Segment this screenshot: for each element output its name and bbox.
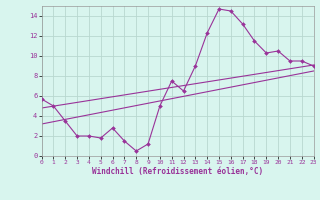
- X-axis label: Windchill (Refroidissement éolien,°C): Windchill (Refroidissement éolien,°C): [92, 167, 263, 176]
